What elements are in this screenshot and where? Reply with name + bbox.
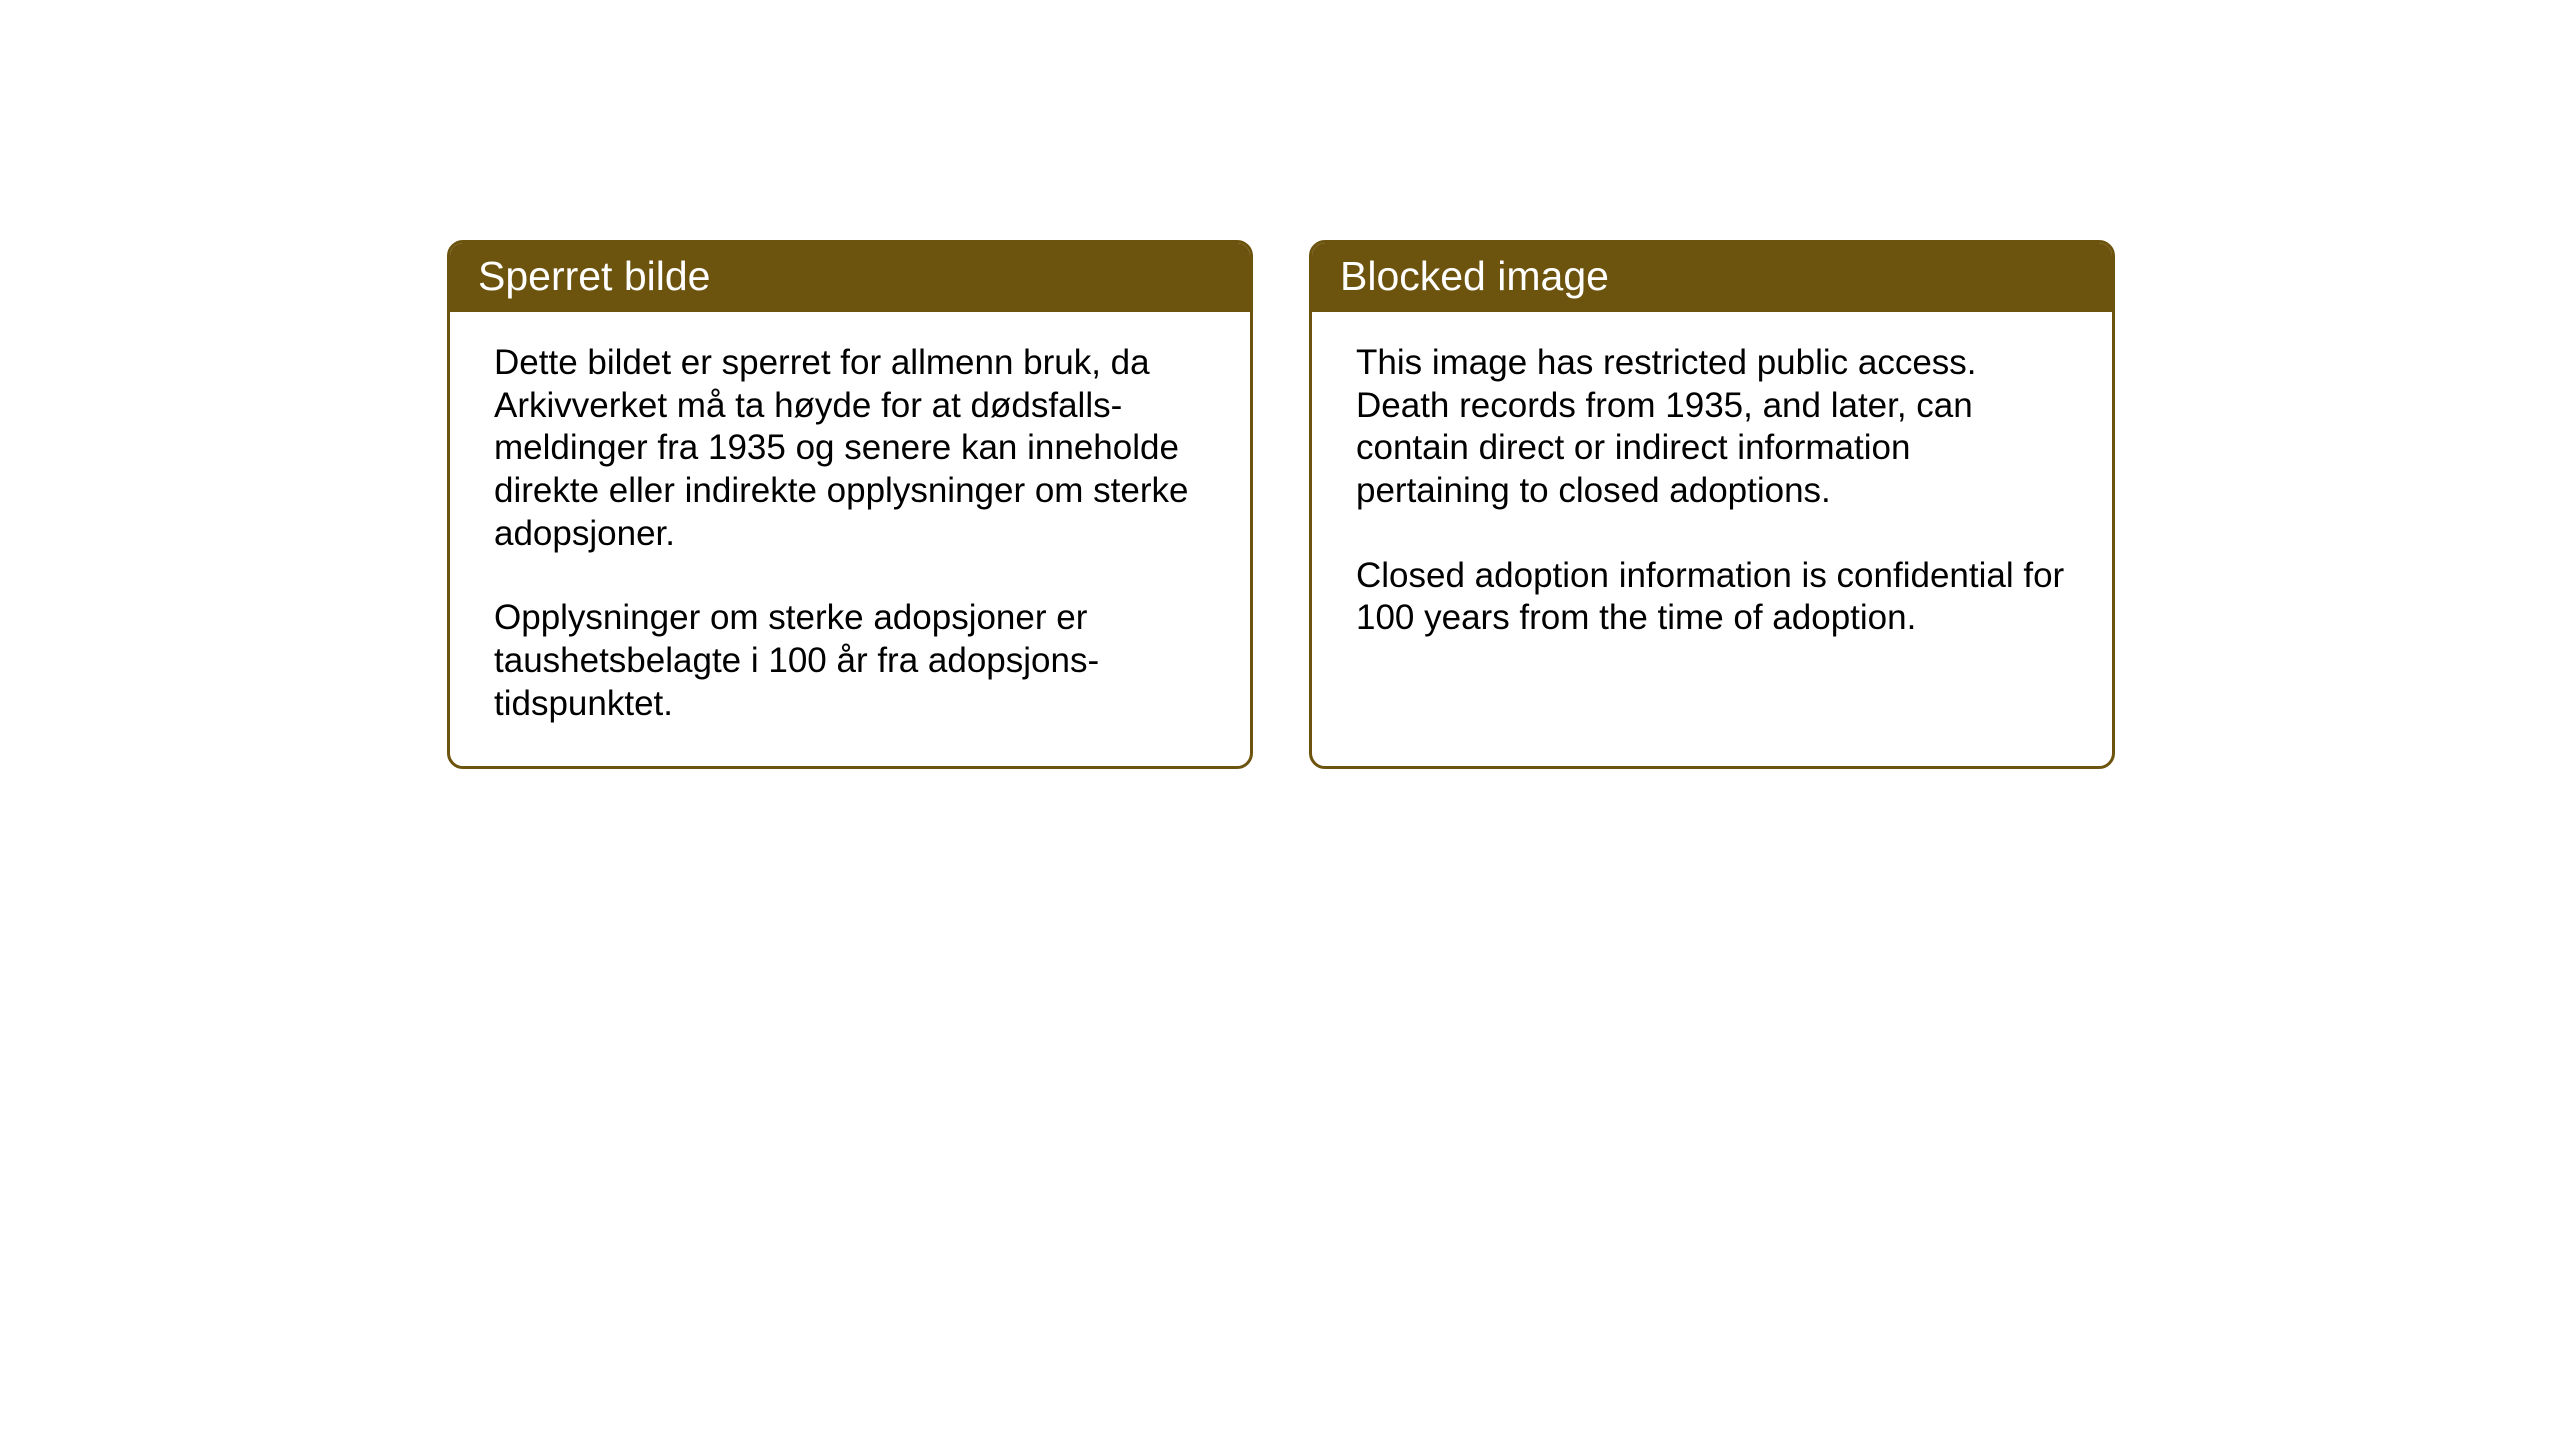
card-body-english: This image has restricted public access.… <box>1312 312 2112 754</box>
card-header-english: Blocked image <box>1312 243 2112 312</box>
card-paragraph-norwegian-2: Opplysninger om sterke adopsjoner er tau… <box>494 597 1206 725</box>
card-body-norwegian: Dette bildet er sperret for allmenn bruk… <box>450 312 1250 766</box>
card-paragraph-norwegian-1: Dette bildet er sperret for allmenn bruk… <box>494 342 1206 555</box>
card-title-norwegian: Sperret bilde <box>478 253 710 299</box>
card-title-english: Blocked image <box>1340 253 1609 299</box>
card-paragraph-english-2: Closed adoption information is confident… <box>1356 555 2068 640</box>
notice-card-norwegian: Sperret bilde Dette bildet er sperret fo… <box>447 240 1253 769</box>
notice-container: Sperret bilde Dette bildet er sperret fo… <box>447 240 2115 769</box>
card-paragraph-english-1: This image has restricted public access.… <box>1356 342 2068 513</box>
card-header-norwegian: Sperret bilde <box>450 243 1250 312</box>
notice-card-english: Blocked image This image has restricted … <box>1309 240 2115 769</box>
